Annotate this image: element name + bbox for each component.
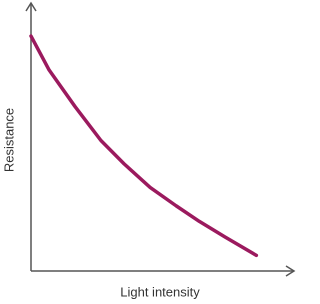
y-axis-arrow <box>25 1 37 12</box>
x-axis-arrow <box>285 265 296 277</box>
x-axis-label: Light intensity <box>120 284 200 299</box>
y-axis-label: Resistance <box>1 108 16 172</box>
chart: Light intensity Resistance <box>1 1 296 299</box>
page: {"chart_data": {"type": "line", "x_label… <box>1 1 296 300</box>
axes <box>25 1 296 277</box>
data-line <box>29 34 259 258</box>
